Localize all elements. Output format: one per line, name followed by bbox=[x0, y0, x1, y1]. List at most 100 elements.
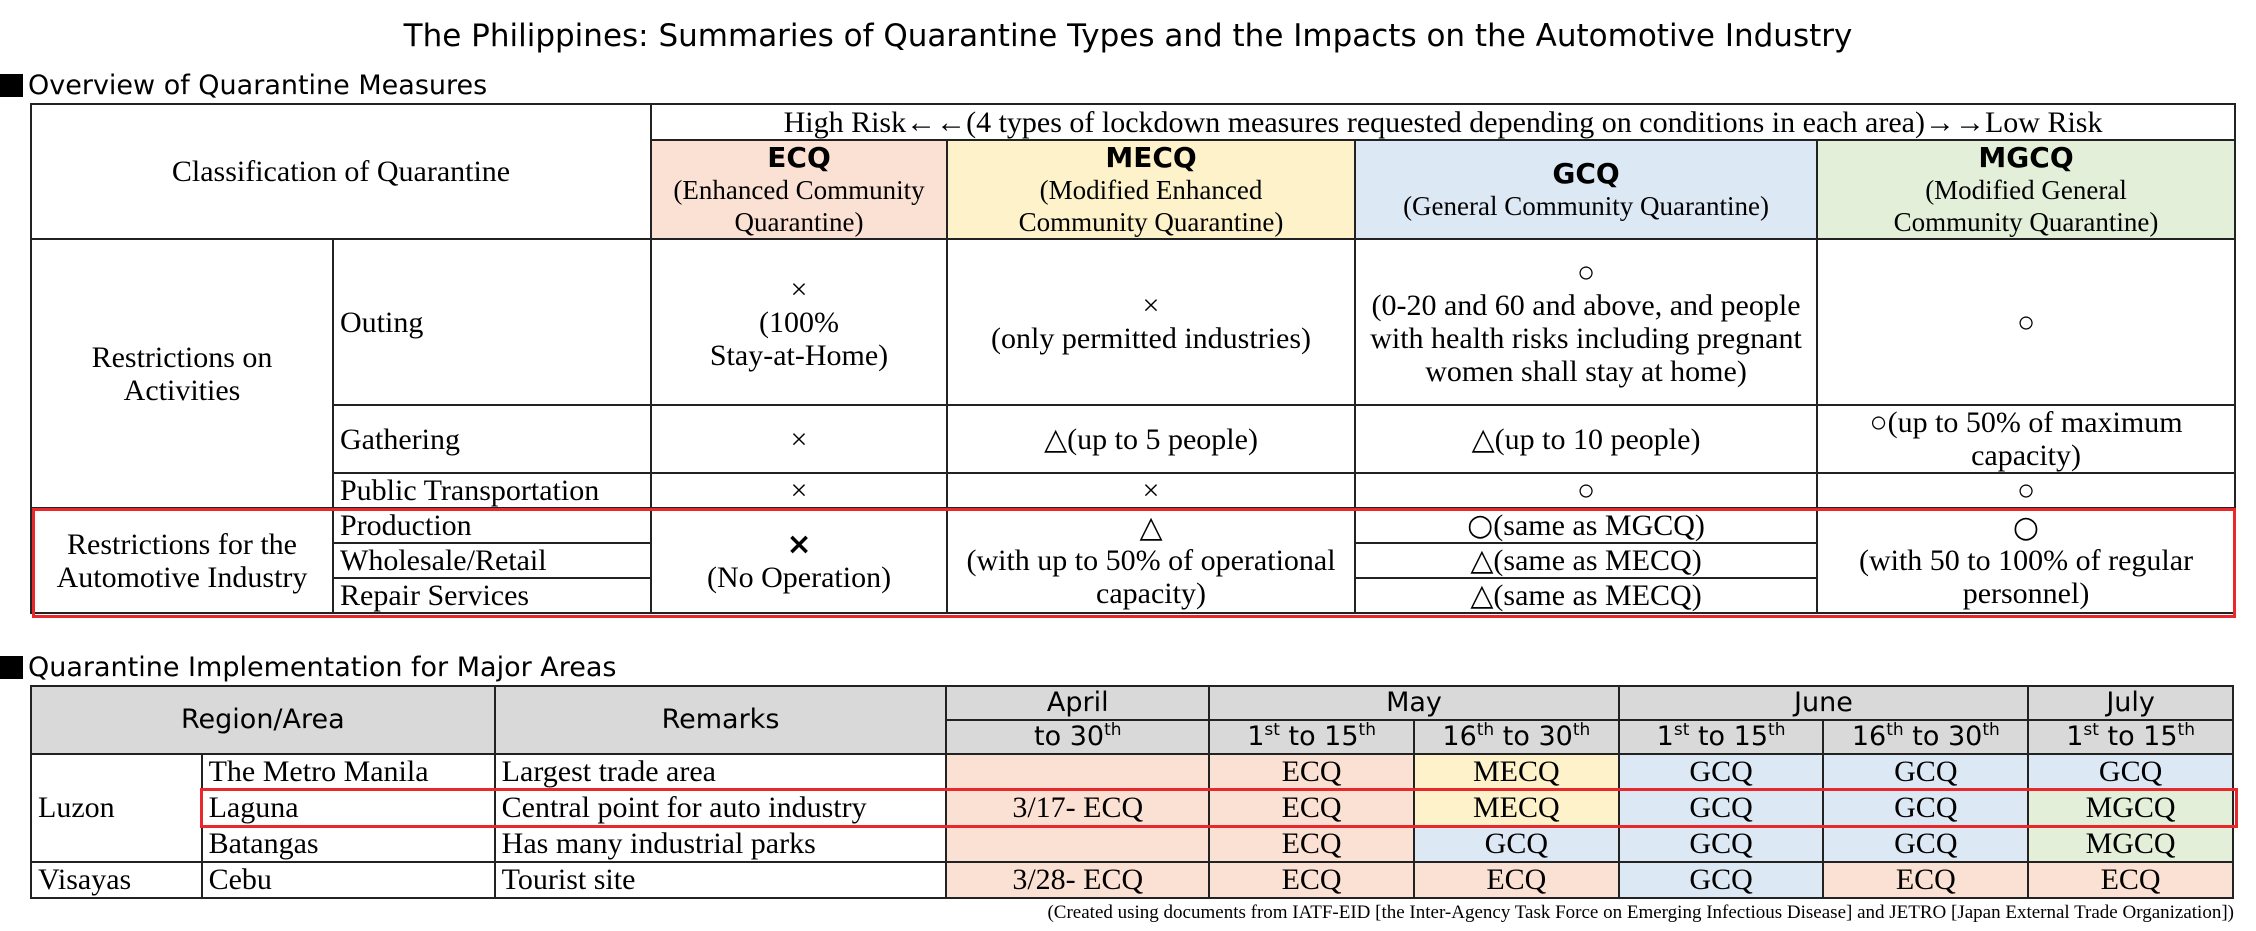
header-remarks: Remarks bbox=[493, 685, 948, 755]
type-name: Community Quarantine) bbox=[1018, 206, 1284, 237]
type-code: GCQ bbox=[1552, 156, 1620, 190]
status-cell: MECQ bbox=[1412, 789, 1620, 827]
auto-mgcq-text: (with 50 to 100% of regular personnel) bbox=[1858, 544, 2194, 610]
production-gcq: ○(same as MGCQ) bbox=[1354, 507, 1819, 544]
status-cell: GCQ bbox=[1822, 753, 2030, 791]
region-visayas: Visayas bbox=[30, 861, 203, 899]
wholesale-gcq-text: (same as MECQ) bbox=[1493, 544, 1702, 577]
type-name: (Modified General bbox=[1925, 174, 2127, 205]
section-title: Overview of Quarantine Measures bbox=[28, 70, 488, 101]
status-cell: GCQ bbox=[1822, 825, 2030, 863]
auto-mgcq: ○ (with 50 to 100% of regular personnel) bbox=[1816, 507, 2237, 614]
triangle-symbol: △ bbox=[1470, 543, 1494, 578]
outing-ecq: × (100% Stay-at-Home) bbox=[650, 238, 949, 406]
type-name: (Enhanced Community bbox=[673, 174, 925, 205]
square-bullet-icon bbox=[0, 656, 23, 679]
header-period: 1st to 15th bbox=[1208, 719, 1415, 755]
transport-mecq: × bbox=[946, 472, 1357, 509]
remarks-metro-manila: Largest trade area bbox=[493, 753, 948, 791]
type-name: (General Community Quarantine) bbox=[1403, 190, 1769, 221]
header-period: 16th to 30th bbox=[1822, 719, 2030, 755]
page-title: The Philippines: Summaries of Quarantine… bbox=[403, 18, 1853, 54]
area-cebu: Cebu bbox=[200, 861, 496, 899]
row-label-production: Production bbox=[331, 507, 653, 544]
header-period: 16th to 30th bbox=[1412, 719, 1620, 755]
auto-mecq-text: (with up to 50% of operational capacity) bbox=[966, 544, 1336, 610]
transport-ecq: × bbox=[650, 472, 949, 509]
type-code: ECQ bbox=[767, 140, 831, 174]
circle-symbol: ○ bbox=[1467, 508, 1494, 543]
status-cell: ECQ bbox=[1208, 861, 1415, 899]
outing-mgcq: ○ bbox=[1816, 238, 2237, 406]
status-cell: GCQ bbox=[1617, 789, 1825, 827]
status-cell: ECQ bbox=[2027, 861, 2234, 899]
status-cell: MECQ bbox=[1412, 753, 1620, 791]
classification-label: Classification of Quarantine bbox=[29, 103, 653, 240]
square-bullet-icon bbox=[0, 74, 23, 97]
status-cell: ECQ bbox=[1208, 789, 1415, 827]
type-name: Community Quarantine) bbox=[1893, 206, 2159, 237]
status-cell: ECQ bbox=[1208, 825, 1415, 863]
row-label-repair: Repair Services bbox=[331, 577, 653, 614]
area-batangas: Batangas bbox=[200, 825, 496, 863]
remarks-laguna: Central point for auto industry bbox=[493, 789, 948, 827]
type-code: MGCQ bbox=[1978, 140, 2074, 174]
header-april: April bbox=[945, 685, 1211, 721]
status-cell: ECQ bbox=[1822, 861, 2030, 899]
auto-ecq: × (No Operation) bbox=[650, 507, 949, 614]
remarks-cebu: Tourist site bbox=[493, 861, 948, 899]
header-july: July bbox=[2027, 685, 2234, 721]
status-cell: MGCQ bbox=[2027, 789, 2234, 827]
type-name: Quarantine) bbox=[734, 206, 864, 237]
outing-gcq: ○ (0-20 and 60 and above, and people wit… bbox=[1354, 238, 1819, 406]
header-june: June bbox=[1617, 685, 2030, 721]
outing-mecq: × (only permitted industries) bbox=[946, 238, 1357, 406]
production-gcq-text: (same as MGCQ) bbox=[1493, 509, 1705, 542]
triangle-symbol: △ bbox=[1139, 510, 1163, 545]
header-period: 1st to 15th bbox=[2027, 719, 2234, 755]
status-cell: GCQ bbox=[1822, 789, 2030, 827]
row-label-outing: Outing bbox=[331, 238, 653, 406]
risk-header: High Risk←←(4 types of lockdown measures… bbox=[650, 103, 2237, 141]
overview-table: Classification of Quarantine High Risk←←… bbox=[29, 103, 2237, 614]
implementation-table: Region/Area Remarks April May June July … bbox=[30, 685, 2234, 899]
auto-industry-label: Restrictions for the Automotive Industry bbox=[30, 507, 334, 614]
gathering-gcq: △(up to 10 people) bbox=[1354, 404, 1819, 474]
gathering-mecq: △(up to 5 people) bbox=[946, 404, 1357, 474]
repair-gcq-text: (same as MECQ) bbox=[1493, 579, 1702, 612]
header-region: Region/Area bbox=[30, 685, 496, 755]
section-heading-implementation: Quarantine Implementation for Major Area… bbox=[0, 652, 617, 683]
type-code: MECQ bbox=[1105, 140, 1197, 174]
transport-mgcq: ○ bbox=[1816, 472, 2237, 509]
status-cell: GCQ bbox=[2027, 753, 2234, 791]
source-note: (Created using documents from IATF-EID [… bbox=[1047, 902, 2234, 923]
row-label-wholesale: Wholesale/Retail bbox=[331, 542, 653, 579]
status-cell: GCQ bbox=[1412, 825, 1620, 863]
auto-ecq-text: (No Operation) bbox=[706, 560, 892, 594]
triangle-symbol: △ bbox=[1470, 578, 1494, 613]
auto-mecq: △ (with up to 50% of operational capacit… bbox=[946, 507, 1357, 614]
transport-gcq: ○ bbox=[1354, 472, 1819, 509]
header-period: 1st to 15th bbox=[1617, 719, 1825, 755]
header-april-period: to 30th bbox=[945, 719, 1211, 755]
type-name: (Modified Enhanced bbox=[1039, 174, 1263, 205]
april-luzon: 3/17- ECQ bbox=[945, 753, 1211, 863]
status-cell: GCQ bbox=[1617, 825, 1825, 863]
section-title: Quarantine Implementation for Major Area… bbox=[28, 652, 617, 683]
gathering-ecq: × bbox=[650, 404, 949, 474]
status-cell: GCQ bbox=[1617, 753, 1825, 791]
circle-symbol: ○ bbox=[2012, 510, 2040, 545]
repair-gcq: △(same as MECQ) bbox=[1354, 577, 1819, 614]
status-cell: GCQ bbox=[1617, 861, 1825, 899]
header-may: May bbox=[1208, 685, 1620, 721]
cross-symbol: × bbox=[786, 526, 812, 562]
type-gcq: GCQ (General Community Quarantine) bbox=[1354, 139, 1819, 240]
wholesale-gcq: △(same as MECQ) bbox=[1354, 542, 1819, 579]
remarks-batangas: Has many industrial parks bbox=[493, 825, 948, 863]
area-laguna: Laguna bbox=[200, 789, 496, 827]
type-mgcq: MGCQ (Modified General Community Quarant… bbox=[1816, 139, 2237, 240]
april-visayas: 3/28- ECQ bbox=[945, 861, 1211, 899]
status-cell: ECQ bbox=[1412, 861, 1620, 899]
type-mecq: MECQ (Modified Enhanced Community Quaran… bbox=[946, 139, 1357, 240]
type-ecq: ECQ (Enhanced Community Quarantine) bbox=[650, 139, 949, 240]
